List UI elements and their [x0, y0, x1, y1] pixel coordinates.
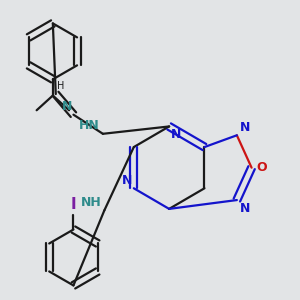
- Text: I: I: [70, 197, 76, 212]
- Text: N: N: [122, 174, 132, 187]
- Text: N: N: [240, 121, 250, 134]
- Text: HN: HN: [79, 119, 100, 132]
- Text: NH: NH: [81, 196, 101, 209]
- Text: N: N: [61, 100, 72, 113]
- Text: H: H: [57, 81, 64, 91]
- Text: O: O: [256, 161, 267, 174]
- Text: N: N: [171, 128, 181, 141]
- Text: N: N: [240, 202, 250, 214]
